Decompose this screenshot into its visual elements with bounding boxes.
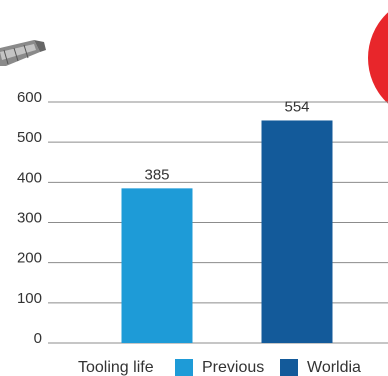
y-tick-label: 600 xyxy=(17,89,42,106)
legend-label: Worldia xyxy=(307,359,361,376)
y-tick-label: 400 xyxy=(17,169,42,186)
legend-label: Previous xyxy=(202,359,264,376)
legend-swatch xyxy=(175,359,193,376)
y-tick-label: 300 xyxy=(17,209,42,226)
drill-image xyxy=(0,40,46,66)
y-tick-label: 500 xyxy=(17,129,42,146)
bar xyxy=(121,188,193,343)
legend-swatch xyxy=(280,359,298,376)
data-label: 385 xyxy=(144,166,169,183)
y-tick-label: 0 xyxy=(34,330,42,347)
bar xyxy=(261,120,333,343)
red-circle xyxy=(368,12,388,104)
x-category-label: Tooling life xyxy=(78,359,154,376)
y-tick-label: 200 xyxy=(17,250,42,267)
legend: Tooling life Previous Worldia xyxy=(78,359,361,376)
data-label: 554 xyxy=(284,98,309,115)
y-tick-label: 100 xyxy=(17,290,42,307)
